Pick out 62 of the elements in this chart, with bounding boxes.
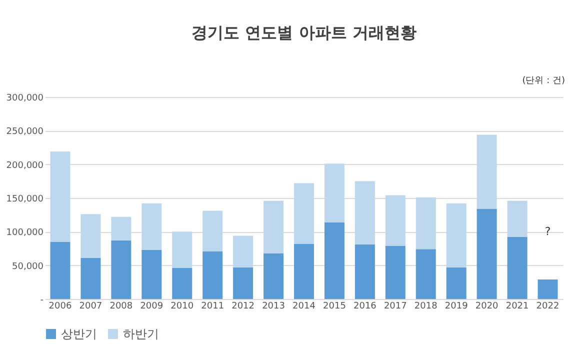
bar	[111, 216, 132, 240]
bar	[507, 237, 528, 299]
bar	[142, 203, 162, 250]
x-tick-label: 2011	[201, 302, 224, 312]
bar	[50, 242, 70, 299]
legend-label: 상반기	[61, 327, 97, 341]
annotation: ?	[544, 225, 551, 238]
bar	[294, 244, 314, 299]
bar	[50, 152, 70, 242]
x-tick-label: 2018	[414, 302, 438, 312]
x-tick-label: 2022	[536, 302, 560, 312]
x-tick-label: 2007	[79, 302, 102, 312]
bar	[202, 251, 223, 299]
bar	[172, 268, 192, 299]
y-tick-label: 150,000	[6, 194, 44, 204]
bar	[80, 214, 101, 258]
bar	[172, 232, 192, 268]
x-tick-label: 2014	[292, 302, 316, 312]
bar	[294, 183, 314, 244]
bar	[538, 279, 558, 299]
bar	[324, 164, 344, 222]
x-tick-label: 2008	[110, 302, 133, 312]
bar	[476, 208, 497, 299]
bar	[476, 134, 497, 209]
x-tick-label: 2006	[48, 302, 72, 312]
x-tick-label: 2020	[475, 302, 499, 312]
bar	[80, 258, 101, 299]
bar	[416, 197, 436, 250]
legend-label: 하반기	[123, 327, 159, 341]
bar	[202, 210, 223, 252]
x-tick-label: 2015	[323, 302, 346, 312]
bar	[446, 267, 466, 299]
y-tick-label: 100,000	[6, 228, 44, 238]
bar	[324, 222, 344, 299]
y-tick-label: 250,000	[6, 127, 44, 138]
x-tick-label: 2019	[444, 302, 468, 312]
x-tick-label: 2017	[384, 302, 407, 312]
x-tick-label: 2013	[262, 302, 285, 312]
bar	[507, 200, 528, 238]
text: (단위 : 건)	[522, 76, 565, 86]
bar	[233, 267, 254, 299]
x-tick-label: 2016	[353, 302, 377, 312]
bar	[233, 236, 254, 268]
y-tick-label: -	[40, 296, 44, 306]
bar	[385, 246, 406, 299]
chart-title: 경기도 연도별 아파트 거래현황	[192, 23, 416, 42]
bar	[264, 253, 284, 299]
y-tick-label: 300,000	[6, 94, 44, 104]
x-tick-label: 2012	[232, 302, 255, 312]
bar	[354, 244, 375, 299]
bar	[354, 181, 375, 244]
bar	[264, 200, 284, 254]
bar	[416, 249, 436, 299]
x-tick-label: 2021	[506, 302, 529, 312]
x-tick-label: 2010	[170, 302, 194, 312]
y-tick-label: 200,000	[6, 160, 44, 171]
x-tick-label: 2009	[140, 302, 164, 312]
bar	[446, 203, 466, 268]
bar	[111, 240, 132, 299]
bar	[385, 195, 406, 246]
y-tick-label: 50,000	[12, 262, 44, 272]
bar	[142, 250, 162, 299]
